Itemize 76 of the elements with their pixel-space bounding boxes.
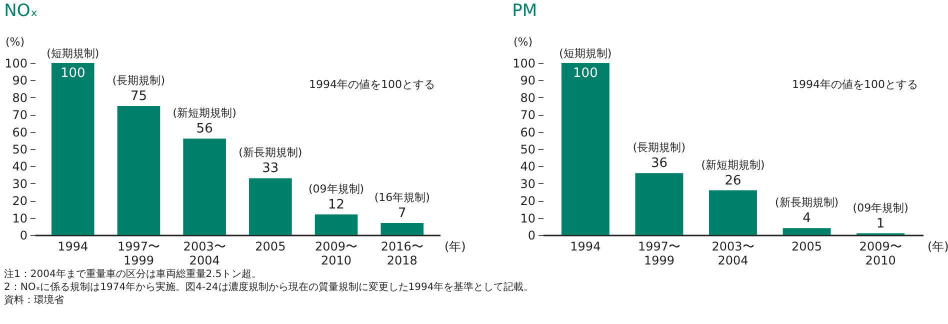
annotation: (新短期規制)	[172, 106, 236, 120]
annotation: (長期規制)	[112, 74, 166, 87]
y-tick-label: 10	[520, 211, 536, 226]
bar	[117, 106, 160, 235]
y-tick-label: 30	[520, 176, 536, 191]
annotation: (新長期規制)	[238, 146, 302, 160]
y-tick-label: 50	[12, 142, 28, 156]
y-tick-label: 0	[20, 228, 28, 242]
data-label: 26	[724, 173, 742, 188]
chart-title: PM	[512, 1, 538, 21]
data-label: 100	[60, 66, 86, 81]
y-tick-label: 20	[520, 194, 536, 208]
x-tick-label: 1994	[58, 240, 88, 254]
data-label: 7	[398, 206, 406, 221]
annotation: (09年規制)	[852, 201, 908, 214]
annotation: 1994年の値を100とする	[792, 78, 918, 91]
bar	[561, 63, 610, 235]
data-label: 36	[650, 156, 668, 172]
y-tick-label: 10	[12, 211, 28, 226]
text: 注1：2004年まで重量車の区分は車両総重量2.5トン超。	[4, 268, 263, 281]
y-tick-label: 40	[12, 160, 28, 174]
annotation: (16年規制)	[374, 190, 430, 204]
data-label: 100	[573, 66, 598, 81]
bar	[249, 178, 292, 235]
y-tick-label: 90	[520, 74, 536, 88]
bar	[380, 222, 424, 235]
y-tick-label: 0	[528, 228, 536, 242]
data-label: 1	[876, 216, 885, 232]
x-tick-label: 1997〜 1999	[117, 240, 160, 268]
bar	[314, 214, 358, 235]
y-tick-label: 100	[512, 56, 536, 70]
bar	[709, 190, 757, 235]
text: 資料：環境省	[4, 294, 65, 307]
bar	[183, 138, 226, 235]
data-label: 12	[328, 197, 345, 212]
bar	[51, 63, 94, 235]
y-tick-label: 30	[12, 176, 28, 191]
data-label: 75	[130, 89, 147, 104]
annotation: (新長期規制)	[774, 196, 839, 210]
annotation: (短期規制)	[559, 47, 612, 60]
x-tick-label: 2003〜 2004	[712, 240, 754, 268]
data-label: 4	[802, 211, 811, 226]
data-label: 56	[196, 122, 213, 137]
x-tick-label: 2003〜 2004	[183, 240, 226, 268]
y-tick-label: 80	[520, 90, 536, 105]
annotation: (09年規制)	[308, 182, 364, 196]
annotation: 1994年の値を100とする	[309, 78, 435, 91]
x-tick-label: 2009〜 2010	[315, 240, 358, 268]
x-tick-label: 2005	[792, 240, 822, 254]
bar	[635, 173, 684, 235]
y-tick-label: 40	[520, 160, 536, 174]
chart-title: NOₓ	[4, 1, 38, 21]
bar	[782, 228, 831, 235]
x-tick-label: 2005	[255, 240, 286, 254]
annotation: (新短期規制)	[701, 158, 765, 172]
y-tick-label: 60	[12, 125, 28, 140]
text: 2：NOₓに係る規制は1974年から実施。図4-24は濃度規制から現在の質量規制に変更した1994年を基準として記載。	[4, 281, 535, 294]
x-tick-label: 2009〜 2010	[859, 240, 902, 268]
y-tick-label: 70	[12, 108, 28, 122]
x-axis-title: (年)	[928, 240, 948, 254]
x-axis-title: (年)	[444, 240, 466, 254]
y-axis-title: (%)	[514, 36, 533, 48]
x-tick-label: 1997〜 1999	[638, 240, 680, 268]
y-tick-label: 90	[12, 74, 28, 88]
data-label: 33	[262, 161, 279, 176]
y-tick-label: 20	[12, 194, 28, 208]
annotation: (長期規制)	[632, 141, 686, 154]
y-axis-title: (%)	[6, 36, 25, 48]
x-tick-label: 1994	[570, 240, 601, 254]
y-tick-label: 70	[520, 108, 536, 122]
annotation: (短期規制)	[46, 47, 100, 60]
y-tick-label: 60	[520, 125, 536, 140]
y-tick-label: 100	[4, 56, 28, 70]
y-tick-label: 80	[12, 90, 28, 105]
x-tick-label: 2016〜 2018	[380, 240, 424, 268]
y-tick-label: 50	[520, 142, 536, 156]
